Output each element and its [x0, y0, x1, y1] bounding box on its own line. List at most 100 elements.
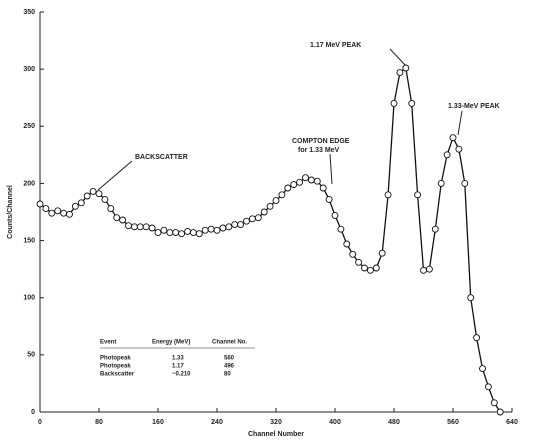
data-point [337, 225, 345, 233]
data-point [425, 265, 433, 273]
data-point [231, 221, 239, 229]
data-point [343, 240, 351, 248]
table-cell: Photopeak [100, 356, 131, 362]
data-point [366, 266, 374, 274]
data-point [213, 226, 221, 234]
data-point [325, 195, 333, 203]
data-point [160, 226, 168, 234]
data-point [95, 190, 103, 198]
annotation-arrow [329, 153, 333, 185]
data-point [260, 208, 268, 216]
data-point [54, 207, 62, 215]
data-point [484, 383, 492, 391]
y-axis-label: Counts/Channel [7, 185, 14, 239]
y-tick-label: 100 [23, 295, 35, 302]
data-point [125, 222, 132, 230]
data-point [296, 178, 304, 186]
data-point [89, 187, 97, 195]
data-point [290, 181, 298, 189]
data-point [390, 99, 398, 107]
table-cell: 496 [224, 364, 235, 370]
data-point [42, 205, 50, 213]
data-point [178, 230, 186, 238]
annotation-arrow [97, 160, 133, 191]
y-tick-label: 300 [23, 66, 35, 73]
y-tick-label: 150 [23, 237, 35, 244]
annotation: for 1.33 MeV [298, 147, 340, 154]
data-point [71, 202, 79, 210]
y-tick-label: 0 [31, 409, 35, 416]
x-axis-label: Channel Number [248, 431, 304, 438]
x-tick-label: 480 [388, 419, 400, 426]
y-tick-label: 350 [23, 9, 35, 16]
data-point [48, 209, 56, 217]
data-point [420, 266, 427, 274]
data-point [473, 334, 481, 342]
data-point [113, 214, 121, 222]
y-tick-label: 200 [23, 180, 35, 187]
data-point [384, 191, 392, 199]
data-point [166, 229, 174, 237]
data-point [248, 215, 256, 223]
data-point [184, 227, 191, 235]
data-point [266, 202, 274, 210]
table-header: Channel No. [212, 340, 247, 346]
data-point [455, 145, 463, 153]
table-header: Energy (MeV) [152, 340, 190, 346]
table-cell: 1.17 [172, 364, 184, 370]
data-point [219, 224, 227, 232]
data-point [372, 264, 380, 272]
data-point [307, 176, 315, 184]
data-point [313, 177, 321, 185]
y-tick-label: 250 [23, 123, 35, 130]
table-cell: 1.33 [172, 356, 184, 362]
data-point [119, 216, 127, 224]
data-point [154, 229, 162, 237]
data-point [189, 229, 197, 237]
data-point [77, 199, 85, 207]
data-point [225, 223, 233, 231]
data-point [201, 226, 209, 234]
data-point [437, 179, 445, 187]
data-point [254, 214, 262, 222]
x-tick-label: 80 [95, 419, 103, 426]
data-point [142, 223, 150, 231]
data-point [378, 249, 386, 257]
data-point [107, 205, 115, 213]
data-point [207, 225, 215, 233]
table-cell: Backscatter [100, 372, 135, 378]
data-point [361, 264, 368, 272]
data-point [402, 64, 410, 72]
annotation: 1.33-MeV PEAK [448, 103, 500, 110]
annotation: 1.17 MeV PEAK [310, 42, 361, 49]
data-point [148, 224, 156, 232]
data-point [60, 209, 68, 217]
data-point [461, 179, 469, 187]
data-point [490, 399, 498, 407]
data-point [319, 184, 327, 192]
data-point [136, 223, 144, 231]
data-point [479, 365, 486, 373]
data-point [278, 191, 286, 199]
data-point [237, 221, 245, 229]
data-point [431, 225, 439, 233]
data-point [172, 229, 180, 237]
x-tick-label: 320 [270, 419, 282, 426]
table-header: Event [100, 340, 116, 346]
data-point [130, 223, 138, 231]
x-tick-label: 240 [211, 419, 223, 426]
x-tick-label: 640 [506, 419, 518, 426]
data-point [396, 69, 404, 77]
data-point [408, 99, 416, 107]
data-point [443, 151, 451, 159]
table-cell: 560 [224, 356, 235, 362]
data-point [449, 134, 457, 142]
data-point [414, 191, 422, 199]
data-point [243, 217, 250, 225]
x-tick-label: 160 [152, 419, 164, 426]
data-point [195, 230, 203, 238]
data-point [467, 294, 475, 302]
data-point [83, 192, 91, 200]
table-cell: 80 [224, 372, 231, 378]
